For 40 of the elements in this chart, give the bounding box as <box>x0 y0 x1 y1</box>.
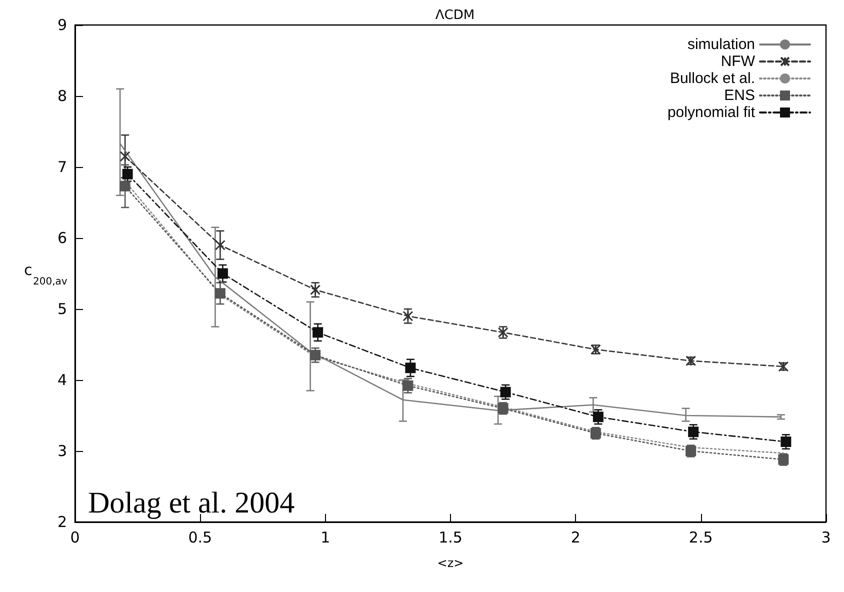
point <box>120 151 130 162</box>
x-tick-label: 0 <box>70 528 80 546</box>
point <box>214 240 226 250</box>
point <box>120 180 130 192</box>
point <box>214 288 226 299</box>
legend-label: simulation <box>687 36 755 53</box>
point <box>310 350 321 360</box>
point <box>217 268 228 279</box>
y-tick-label: 2 <box>57 513 67 531</box>
y-axis-title: c200,av <box>24 261 68 288</box>
chart-title: ΛCDM <box>435 8 475 23</box>
point <box>312 327 324 338</box>
y-tick-label: 9 <box>57 16 67 34</box>
y-tick-label: 5 <box>57 300 67 318</box>
x-tick-label: 1.5 <box>438 528 462 546</box>
x-tick-label: 3 <box>821 528 831 546</box>
legend-label: Bullock et al. <box>670 70 755 87</box>
y-tick-label: 4 <box>57 371 67 389</box>
point <box>500 386 511 398</box>
x-tick-label: 0.5 <box>188 528 212 546</box>
y-tick-label: 3 <box>57 442 67 460</box>
legend-label: polynomial fit <box>667 104 756 121</box>
point <box>592 412 604 422</box>
point <box>405 362 416 374</box>
point <box>780 436 792 448</box>
legend-label: ENS <box>724 87 755 104</box>
point <box>688 426 699 438</box>
x-axis-title: <z> <box>437 556 464 570</box>
annotation: Dolag et al. 2004 <box>88 486 295 520</box>
legend-label: NFW <box>720 53 756 70</box>
point <box>310 284 321 296</box>
x-tick-label: 1 <box>320 528 330 546</box>
point <box>122 168 133 180</box>
point <box>402 380 414 391</box>
y-tick-label: 6 <box>57 229 67 247</box>
point <box>402 310 414 322</box>
x-tick-label: 2 <box>570 528 580 546</box>
y-tick-label: 8 <box>57 87 67 105</box>
x-tick-label: 2.5 <box>688 528 713 546</box>
y-tick-label: 7 <box>57 158 67 176</box>
